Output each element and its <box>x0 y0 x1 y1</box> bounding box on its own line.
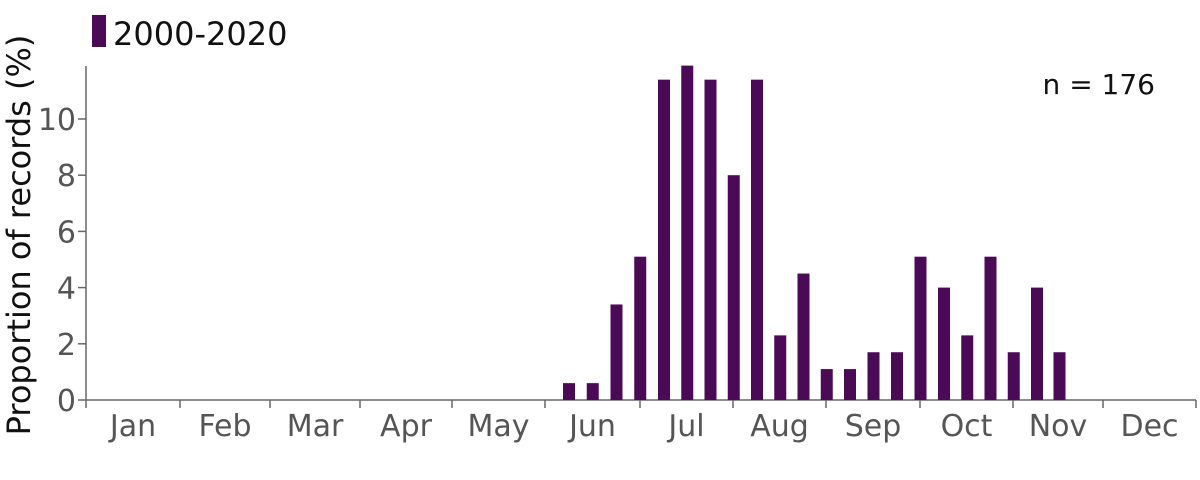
bar <box>1053 352 1066 400</box>
y-tick-label: 8 <box>57 159 76 194</box>
y-tick-label: 6 <box>57 215 76 250</box>
x-tick-label: Sep <box>845 409 902 444</box>
bar <box>563 383 575 400</box>
bar <box>984 256 997 400</box>
x-tick-label: Nov <box>1029 409 1088 444</box>
bar <box>751 79 763 400</box>
bar <box>1031 287 1043 400</box>
bar <box>586 383 599 400</box>
x-tick-label: Jan <box>108 409 156 444</box>
x-tick-label: Apr <box>380 409 433 444</box>
bar <box>681 65 694 401</box>
y-tick-label: 4 <box>57 272 76 307</box>
bar <box>704 79 717 400</box>
x-tick-label: May <box>467 409 529 444</box>
x-tick-label: Dec <box>1120 409 1178 444</box>
bar <box>774 335 787 400</box>
bar <box>914 256 927 400</box>
bar <box>658 79 670 400</box>
bar <box>727 175 740 400</box>
sample-size-annotation: n = 176 <box>1043 68 1155 101</box>
bar <box>634 256 647 400</box>
x-tick-label: Mar <box>287 409 344 444</box>
bar <box>891 352 903 400</box>
x-tick-label: Aug <box>750 409 809 444</box>
bar <box>867 352 880 400</box>
x-ticks: Jan Feb Mar Apr May Jun Jul Aug Sep Oct Nov Dec <box>85 400 1197 444</box>
legend-label: 2000-2020 <box>113 15 287 53</box>
x-tick-label: Oct <box>941 409 993 444</box>
x-tick-label: Jul <box>666 409 704 444</box>
bar <box>938 287 950 400</box>
y-tick-label: 10 <box>38 103 76 138</box>
bar <box>820 369 833 400</box>
y-axis-label: Proportion of records (%) <box>0 35 38 436</box>
y-tick-label: 0 <box>57 384 76 419</box>
legend: 2000-2020 <box>92 15 287 53</box>
bar <box>797 273 810 400</box>
y-ticks: 0 2 4 6 8 10 <box>38 103 86 419</box>
bars <box>563 65 1066 401</box>
bar <box>1007 352 1020 400</box>
bar <box>844 369 856 400</box>
bar <box>961 335 974 400</box>
y-tick-label: 2 <box>57 328 76 363</box>
legend-swatch <box>92 15 106 47</box>
x-tick-label: Jun <box>567 409 616 444</box>
x-tick-label: Feb <box>198 409 251 444</box>
bar <box>610 304 623 400</box>
